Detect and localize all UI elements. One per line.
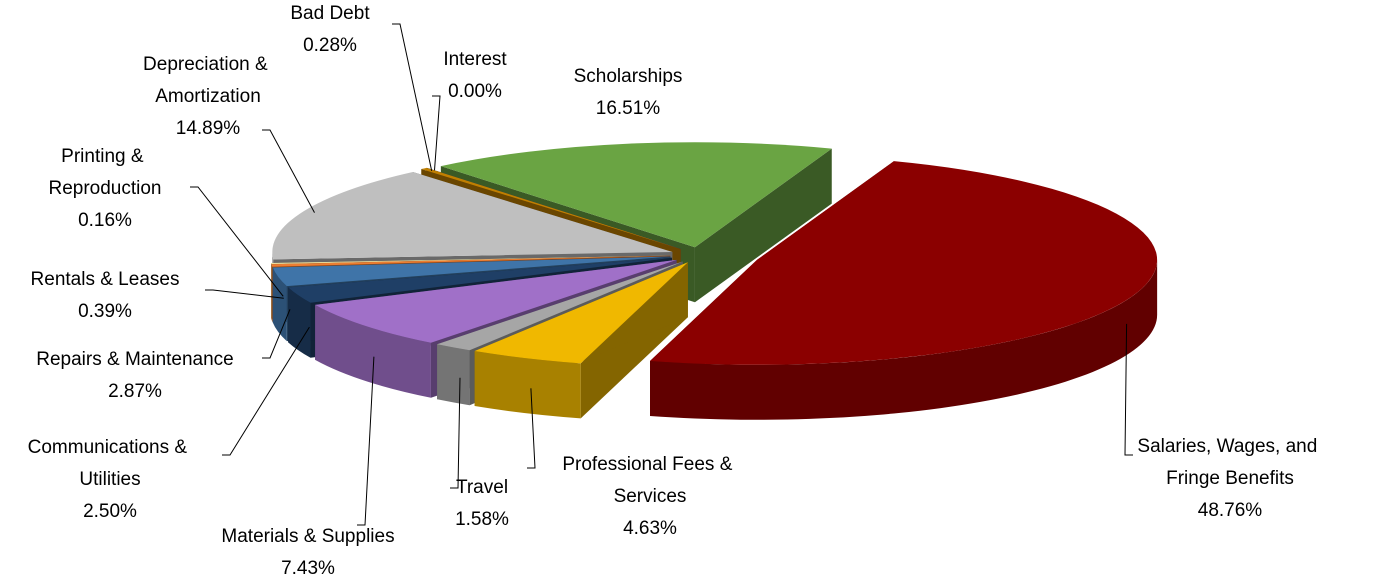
value-label: 0.16% (78, 210, 132, 231)
leader-line (222, 326, 310, 456)
value-label: 2.87% (108, 381, 162, 402)
leader-line (262, 309, 291, 359)
slice-side (315, 304, 431, 398)
slice (272, 172, 673, 260)
slice (288, 257, 672, 303)
slice (426, 167, 681, 249)
value-label: 0.00% (448, 81, 502, 102)
slice (650, 161, 1158, 365)
slice (437, 261, 683, 351)
leader-line (432, 95, 441, 171)
slice (315, 259, 677, 343)
leader-line (357, 356, 375, 526)
slice (271, 255, 671, 265)
leader-line (392, 23, 433, 172)
leader-line (262, 129, 315, 213)
value-label: 0.39% (78, 301, 132, 322)
slice-side (474, 351, 581, 419)
value-label: 14.89% (176, 118, 241, 139)
slice-label: Travel (456, 477, 508, 498)
slice-side (650, 259, 1158, 420)
slice-side (288, 287, 311, 358)
leader-line (1124, 323, 1133, 456)
value-label: 2.50% (83, 501, 137, 522)
slice (421, 167, 681, 249)
slice-label: Professional Fees & Services (562, 454, 737, 507)
value-label: 48.76% (1198, 500, 1263, 521)
slice-label: Printing & Reproduction (48, 146, 161, 199)
slice-label: Scholarships (574, 66, 683, 87)
leader-line (205, 289, 284, 299)
leader-line (450, 377, 461, 489)
value-label: 1.58% (455, 509, 509, 530)
value-label: 7.43% (281, 558, 335, 579)
slice (474, 262, 688, 364)
slice-side (437, 344, 470, 406)
slice-label: Repairs & Maintenance (36, 349, 234, 370)
value-label: 16.51% (596, 98, 661, 119)
slice (271, 255, 671, 267)
slice-label: Depreciation & Amortization (143, 54, 273, 107)
leader-line (527, 388, 536, 469)
value-label: 4.63% (623, 518, 677, 539)
value-label: 0.28% (303, 35, 357, 56)
slice-label: Interest (443, 49, 507, 70)
leader-line (190, 186, 284, 297)
slice-side (271, 264, 273, 322)
slice-face (694, 148, 832, 303)
slice-side (272, 267, 287, 342)
slice-label: Bad Debt (290, 3, 370, 24)
slice-label: Rentals & Leases (31, 269, 180, 290)
slice-label: Materials & Supplies (221, 526, 394, 547)
slice (272, 256, 671, 287)
slice-label: Communications & Utilities (28, 437, 193, 490)
slice (440, 142, 832, 248)
slice-label: Salaries, Wages, and Fringe Benefits (1137, 436, 1322, 489)
